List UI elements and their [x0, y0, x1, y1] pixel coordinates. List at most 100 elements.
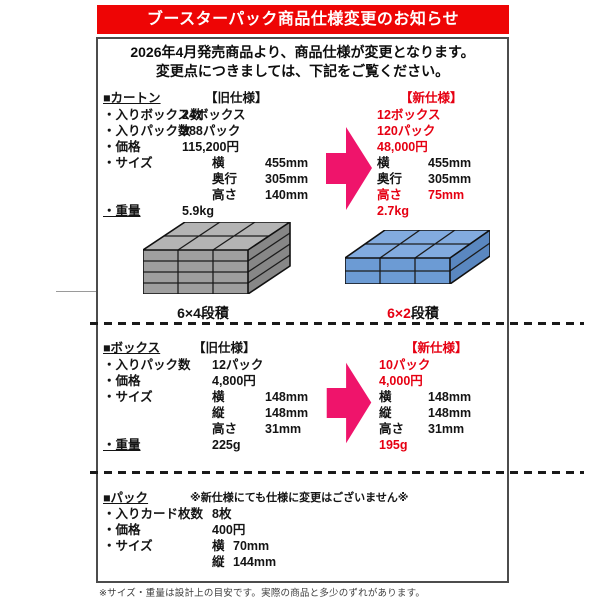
old-value: 455mm — [265, 156, 309, 170]
box-row-price: ・価格 4,800円 4,000円 — [98, 373, 507, 389]
new-dim: 縦 — [379, 406, 392, 420]
old-value: 148mm — [265, 406, 309, 420]
new-value: 195g — [379, 438, 408, 452]
new-dim: 横 — [377, 156, 390, 170]
pack-no-change-note: ※新仕様にても仕様に変更はございません※ — [190, 492, 409, 504]
footer-disclaimer: ※サイズ・重量は設計上の目安です。実際の商品と多少のずれがあります。 — [99, 588, 426, 599]
spec-label: ・サイズ — [103, 539, 153, 553]
box-row-packcount: ・入りパック数 12パック 10パック — [98, 357, 507, 373]
carton-row-boxcount: ・入りボックス数 24ボックス 12ボックス — [98, 107, 507, 123]
new-value: 148mm — [428, 390, 472, 404]
old-value: 115,200円 — [182, 140, 239, 154]
box-row-size-length: 縦 148mm 縦 148mm — [98, 405, 507, 421]
new-stack-caption: 6×2段積 — [358, 303, 468, 323]
spec-label: ・重量 — [103, 438, 141, 452]
old-value: 12パック — [212, 358, 264, 372]
spec-label: ・重量 — [103, 204, 141, 218]
new-dim: 奥行 — [377, 172, 403, 186]
new-stack-caption-highlight: 6×2 — [387, 305, 411, 321]
new-stack-caption-rest: 段積 — [410, 305, 439, 321]
new-dim: 高さ — [379, 422, 405, 436]
intro-line-2: 変更点につきましては、下記をご覧ください。 — [155, 63, 450, 79]
value: 8枚 — [212, 507, 232, 521]
spec-label: ・サイズ — [103, 156, 153, 170]
box-old-spec-header: 【旧仕様】 — [193, 341, 256, 355]
section-divider-dashed — [90, 322, 584, 325]
pack-row-cardcount: ・入りカード枚数 8枚 — [98, 506, 507, 522]
old-value: 5.9kg — [182, 204, 214, 218]
old-value: 31mm — [265, 422, 302, 436]
pack-row-price: ・価格 400円 — [98, 522, 507, 538]
new-value: 148mm — [428, 406, 472, 420]
intro-text: 2026年4月発売商品より、商品仕様が変更となります。 変更点につきましては、下… — [98, 43, 507, 81]
old-value: 140mm — [265, 188, 309, 202]
new-value: 31mm — [428, 422, 465, 436]
old-dim: 奥行 — [212, 172, 238, 186]
old-dim: 高さ — [212, 422, 238, 436]
new-carton-stack-illustration — [345, 230, 490, 284]
spec-label: ・サイズ — [103, 390, 153, 404]
notice-body-frame: 2026年4月発売商品より、商品仕様が変更となります。 変更点につきましては、下… — [96, 37, 509, 583]
old-value: 24ボックス — [182, 108, 246, 122]
old-dim: 横 — [212, 156, 225, 170]
pack-row-size-width: ・サイズ 横 70mm — [98, 538, 507, 554]
spec-label: ・価格 — [103, 523, 141, 537]
old-value: 148mm — [265, 390, 309, 404]
section-divider-dashed — [90, 471, 584, 474]
new-dim: 横 — [379, 390, 392, 404]
spec-label: ・入りパック数 — [103, 124, 191, 138]
box-row-weight: ・重量 225g 195g — [98, 437, 507, 453]
value: 400円 — [212, 523, 246, 537]
page-edge-line — [56, 291, 96, 292]
dim: 縦 — [212, 555, 225, 569]
new-value: 120パック — [377, 124, 436, 138]
pack-row-size-length: 縦 144mm — [98, 554, 507, 570]
change-arrow-icon — [326, 362, 372, 444]
carton-old-spec-header: 【旧仕様】 — [205, 91, 268, 105]
carton-row-size-width: ・サイズ 横 455mm 横 455mm — [98, 155, 507, 171]
box-new-spec-header: 【新仕様】 — [405, 341, 468, 355]
new-value: 10パック — [379, 358, 431, 372]
spec-label: ・入りパック数 — [103, 358, 191, 372]
carton-heading: ■カートン — [103, 91, 161, 105]
pack-heading: ■パック — [103, 491, 149, 505]
box-row-size-height: 高さ 31mm 高さ 31mm — [98, 421, 507, 437]
dim: 横 — [212, 539, 225, 553]
carton-row-weight: ・重量 5.9kg 2.7kg — [98, 203, 507, 219]
box-header-row: ■ボックス 【旧仕様】 【新仕様】 — [98, 340, 507, 356]
spec-label: ・価格 — [103, 140, 141, 154]
new-dim: 高さ — [377, 188, 403, 202]
new-value: 4,000円 — [379, 374, 423, 388]
new-value: 48,000円 — [377, 140, 428, 154]
old-value: 4,800円 — [212, 374, 256, 388]
new-value: 2.7kg — [377, 204, 409, 218]
intro-line-1: 2026年4月発売商品より、商品仕様が変更となります。 — [130, 44, 475, 60]
value: 70mm — [233, 539, 270, 553]
page-title: ブースターパック商品仕様変更のお知らせ — [97, 5, 509, 34]
old-stack-caption: 6×4段積 — [177, 305, 229, 321]
new-value: 75mm — [428, 188, 465, 202]
old-dim: 横 — [212, 390, 225, 404]
new-value: 455mm — [428, 156, 472, 170]
old-dim: 高さ — [212, 188, 238, 202]
change-arrow-icon — [326, 127, 372, 210]
new-value: 305mm — [428, 172, 472, 186]
box-heading: ■ボックス — [103, 341, 161, 355]
old-value: 225g — [212, 438, 241, 452]
carton-new-spec-header: 【新仕様】 — [400, 91, 463, 105]
box-row-size-width: ・サイズ 横 148mm 横 148mm — [98, 389, 507, 405]
old-carton-stack-illustration — [143, 222, 291, 294]
spec-label: ・価格 — [103, 374, 141, 388]
old-dim: 縦 — [212, 406, 225, 420]
old-value: 288パック — [182, 124, 241, 138]
pack-header-row: ■パック ※新仕様にても仕様に変更はございません※ — [98, 490, 507, 506]
carton-row-size-depth: 奥行 305mm 奥行 305mm — [98, 171, 507, 187]
old-value: 305mm — [265, 172, 309, 186]
spec-label: ・入りカード枚数 — [103, 507, 204, 521]
value: 144mm — [233, 555, 277, 569]
carton-row-packcount: ・入りパック数 288パック 120パック — [98, 123, 507, 139]
carton-row-size-height: 高さ 140mm 高さ 75mm — [98, 187, 507, 203]
new-value: 12ボックス — [377, 108, 441, 122]
spec-label: ・入りボックス数 — [103, 108, 203, 122]
